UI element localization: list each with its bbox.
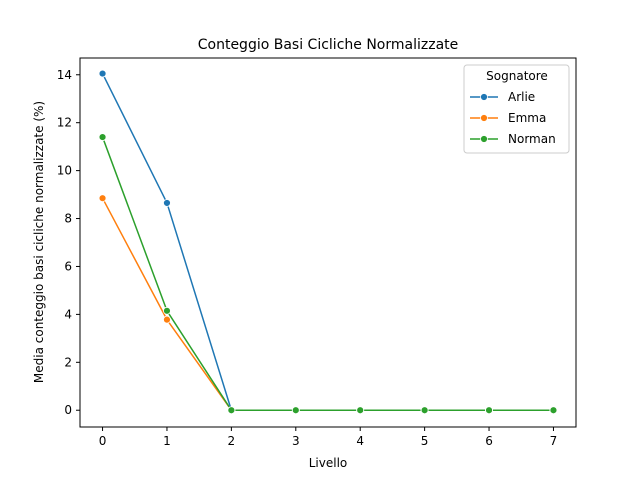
x-tick-label: 1 — [163, 434, 171, 448]
y-tick-label: 8 — [64, 212, 72, 226]
x-tick-label: 5 — [421, 434, 429, 448]
data-point-norman — [549, 406, 558, 415]
data-point-norman — [485, 406, 493, 415]
axes-frame — [79, 57, 577, 428]
series-line-emma — [101, 197, 554, 411]
data-point-norman — [420, 406, 429, 415]
data-point-arlie — [98, 69, 107, 78]
data-point-emma — [163, 315, 171, 324]
x-tick-label: 3 — [292, 434, 300, 448]
data-point-emma — [98, 194, 107, 203]
legend: Sognatore Arlie Emma Norman — [463, 64, 570, 154]
y-tick-label: 14 — [57, 68, 72, 82]
y-tick-label: 10 — [57, 164, 72, 178]
legend-label-arlie: Arlie — [508, 90, 535, 104]
y-tick-label: 0 — [64, 403, 72, 417]
x-tick-label: 7 — [550, 434, 558, 448]
legend-marker-emma — [480, 114, 488, 122]
y-tick-label: 2 — [64, 355, 72, 369]
legend-marker-arlie — [480, 93, 488, 101]
x-tick-label: 6 — [485, 434, 493, 448]
x-axis-label: Livello — [309, 456, 348, 470]
y-axis-label: Media conteggio basi cicliche normalizza… — [32, 101, 46, 383]
x-tick-label: 2 — [228, 434, 236, 448]
legend-marker-norman — [480, 135, 488, 143]
legend-label-emma: Emma — [508, 111, 546, 125]
data-point-norman — [227, 406, 236, 415]
data-point-norman — [356, 406, 365, 415]
data-point-arlie — [163, 199, 171, 207]
y-tick-label: 4 — [64, 307, 72, 321]
data-point-norman — [98, 133, 107, 141]
data-point-norman — [291, 406, 300, 415]
y-tick-label: 12 — [57, 116, 72, 130]
x-tick-label: 0 — [99, 434, 107, 448]
x-tick-label: 4 — [356, 434, 364, 448]
legend-title: Sognatore — [486, 69, 548, 83]
legend-box — [463, 64, 570, 154]
chart-title: Conteggio Basi Cicliche Normalizzate — [198, 37, 459, 53]
data-point-norman — [163, 306, 171, 315]
legend-label-norman: Norman — [508, 132, 556, 146]
y-tick-label: 6 — [64, 259, 72, 273]
series-line-norman — [101, 136, 554, 411]
